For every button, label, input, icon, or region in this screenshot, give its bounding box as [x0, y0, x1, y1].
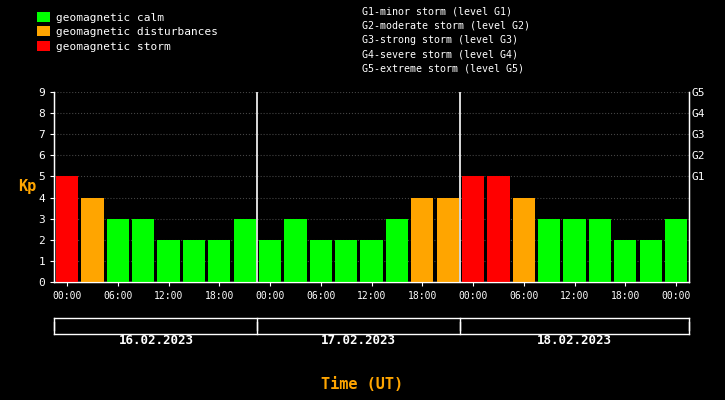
Bar: [81, 198, 104, 282]
Legend: geomagnetic calm, geomagnetic disturbances, geomagnetic storm: geomagnetic calm, geomagnetic disturbanc…: [35, 10, 220, 54]
Bar: [157, 240, 180, 282]
Bar: [56, 176, 78, 282]
Bar: [259, 240, 281, 282]
Bar: [614, 240, 637, 282]
Bar: [183, 240, 205, 282]
Bar: [233, 219, 256, 282]
Y-axis label: Kp: Kp: [18, 180, 36, 194]
Bar: [310, 240, 332, 282]
Bar: [665, 219, 687, 282]
Text: 16.02.2023: 16.02.2023: [118, 334, 194, 346]
Text: 17.02.2023: 17.02.2023: [321, 334, 397, 346]
Text: 18.02.2023: 18.02.2023: [537, 334, 612, 346]
Bar: [563, 219, 586, 282]
Bar: [386, 219, 408, 282]
Bar: [335, 240, 357, 282]
Bar: [208, 240, 231, 282]
Bar: [513, 198, 535, 282]
Bar: [462, 176, 484, 282]
Bar: [639, 240, 662, 282]
Bar: [284, 219, 307, 282]
Bar: [589, 219, 611, 282]
Bar: [436, 198, 459, 282]
Bar: [538, 219, 560, 282]
Bar: [487, 176, 510, 282]
Bar: [411, 198, 434, 282]
Text: Time (UT): Time (UT): [321, 377, 404, 392]
Bar: [360, 240, 383, 282]
Bar: [107, 219, 129, 282]
Text: G1-minor storm (level G1)
G2-moderate storm (level G2)
G3-strong storm (level G3: G1-minor storm (level G1) G2-moderate st…: [362, 6, 531, 74]
Bar: [132, 219, 154, 282]
